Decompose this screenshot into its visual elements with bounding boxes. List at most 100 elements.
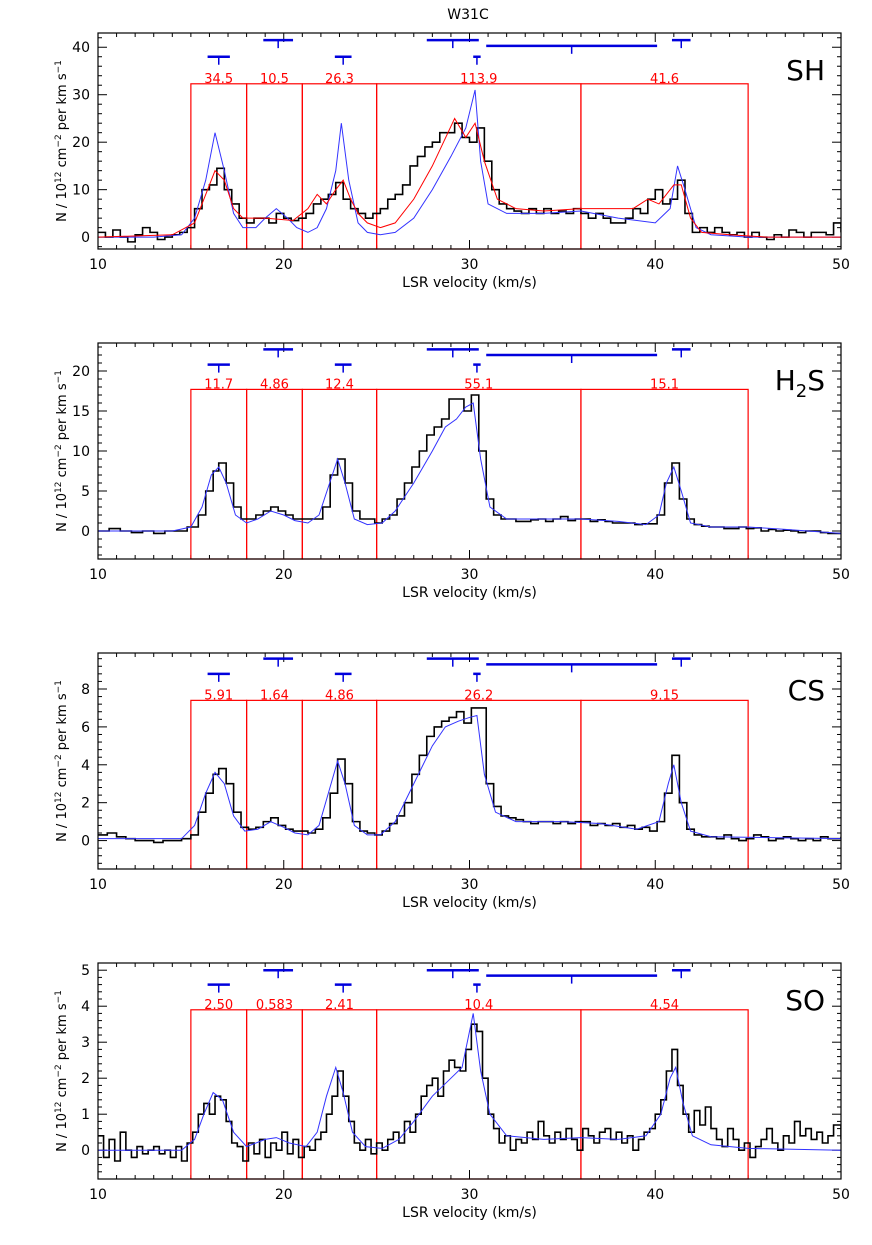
y-tick-label: 15 [72,404,90,420]
x-tick-label: 50 [832,877,850,893]
series-group [98,1013,841,1162]
box-value-label: 1.64 [260,688,289,703]
integration-box [301,83,378,250]
y-tick-label: 20 [72,364,90,380]
x-tick-label: 10 [89,877,107,893]
integration-box [190,1009,248,1180]
x-tick-label: 20 [275,1187,293,1203]
species-label: H2S [775,364,825,402]
box-value-label: 11.7 [204,377,233,392]
x-tick-label: 10 [89,1187,107,1203]
integration-box [580,699,749,870]
box-value-label: 2.50 [204,998,233,1013]
series-group [98,394,841,535]
box-value-label: 4.54 [650,998,679,1013]
integration-box [190,388,248,560]
model-blue-line [98,402,841,534]
integration-box [580,388,749,560]
x-tick-label: 40 [646,257,664,273]
x-tick-label: 10 [89,257,107,273]
box-value-label: 10.5 [260,72,289,87]
y-tick-label: 0 [81,524,90,540]
y-tick-label: 30 [72,88,90,104]
panel-cs: 10 20 30 40 50 0 2 4 6 8 5.91 1.64 4.86 26.2 9.15 CS LSR… [54,652,850,911]
y-axis-label: N / 1012 cm−2 per km s−1 [54,60,70,222]
plot-frame [97,342,842,560]
integration-box [376,83,582,250]
y-tick-label: 2 [81,796,90,812]
integration-box [246,388,303,560]
box-value-label: 41.6 [650,72,679,87]
x-axis-label: LSR velocity (km/s) [402,1205,537,1221]
x-tick-label: 20 [275,257,293,273]
integration-box [301,388,378,560]
plot-frame [97,652,842,870]
x-tick-label: 10 [89,567,107,583]
integration-box [190,699,248,870]
x-axis-label: LSR velocity (km/s) [402,275,537,291]
plot-frame [97,32,842,250]
observed-spectrum [98,707,841,844]
observed-spectrum [98,394,841,535]
species-label: CS [788,674,825,707]
integration-box [246,699,303,870]
box-value-label: 4.86 [260,377,289,392]
y-tick-label: 0 [81,230,90,246]
box-value-label: 4.86 [325,688,354,703]
integration-box [580,83,749,250]
y-tick-label: 0 [81,834,90,850]
integration-box [301,699,378,870]
box-value-label: 26.3 [325,72,354,87]
y-tick-label: 20 [72,135,90,151]
y-tick-label: 3 [81,1035,90,1051]
series-group [98,89,841,243]
box-value-label: 26.2 [464,688,493,703]
y-tick-label: 4 [81,758,90,774]
x-axis-label: LSR velocity (km/s) [402,895,537,911]
box-value-label: 9.15 [650,688,679,703]
box-value-label: 10.4 [464,998,493,1013]
integration-box [580,1009,749,1180]
observed-spectrum [98,1023,841,1162]
model-blue-line [98,714,841,840]
x-tick-label: 30 [461,877,479,893]
integration-box [376,699,582,870]
y-tick-label: 5 [81,963,90,979]
y-axis-label: N / 1012 cm−2 per km s−1 [54,990,70,1152]
box-value-label: 34.5 [204,72,233,87]
panel-h2s: 10 20 30 40 50 0 5 10 15 20 11.7 4.86 12.4 55.1 15.1 H2… [54,342,850,601]
x-tick-label: 40 [646,567,664,583]
x-tick-label: 50 [832,257,850,273]
model-blue-line [98,89,841,238]
box-value-label: 5.91 [204,688,233,703]
box-value-label: 2.41 [325,998,354,1013]
y-tick-label: 0 [81,1143,90,1159]
y-tick-label: 10 [72,444,90,460]
y-tick-label: 5 [81,484,90,500]
box-value-label: 55.1 [464,377,493,392]
x-tick-label: 30 [461,1187,479,1203]
integration-box [376,1009,582,1180]
box-value-label: 12.4 [325,377,354,392]
y-tick-label: 10 [72,183,90,199]
x-tick-label: 40 [646,1187,664,1203]
species-label: SO [785,984,825,1017]
species-label: SH [786,54,825,87]
x-tick-label: 30 [461,567,479,583]
y-tick-label: 40 [72,40,90,56]
box-value-label: 15.1 [650,377,679,392]
y-axis-label: N / 1012 cm−2 per km s−1 [54,370,70,532]
y-tick-label: 2 [81,1071,90,1087]
integration-box [301,1009,378,1180]
panel-sh: 10 20 30 40 50 0 10 20 30 40 34.5 10.5 26.3 113.9 41.6… [54,32,850,291]
x-tick-label: 50 [832,567,850,583]
y-tick-label: 6 [81,720,90,736]
figure-title: W31C [447,7,489,23]
x-tick-label: 20 [275,877,293,893]
panel-so: 10 20 30 40 50 0 1 2 3 4 5 2.50 0.583 2.41 10.4 4.54 SO L… [54,962,850,1221]
y-tick-label: 8 [81,682,90,698]
x-tick-label: 40 [646,877,664,893]
box-value-label: 0.583 [256,998,293,1013]
y-tick-label: 4 [81,999,90,1015]
